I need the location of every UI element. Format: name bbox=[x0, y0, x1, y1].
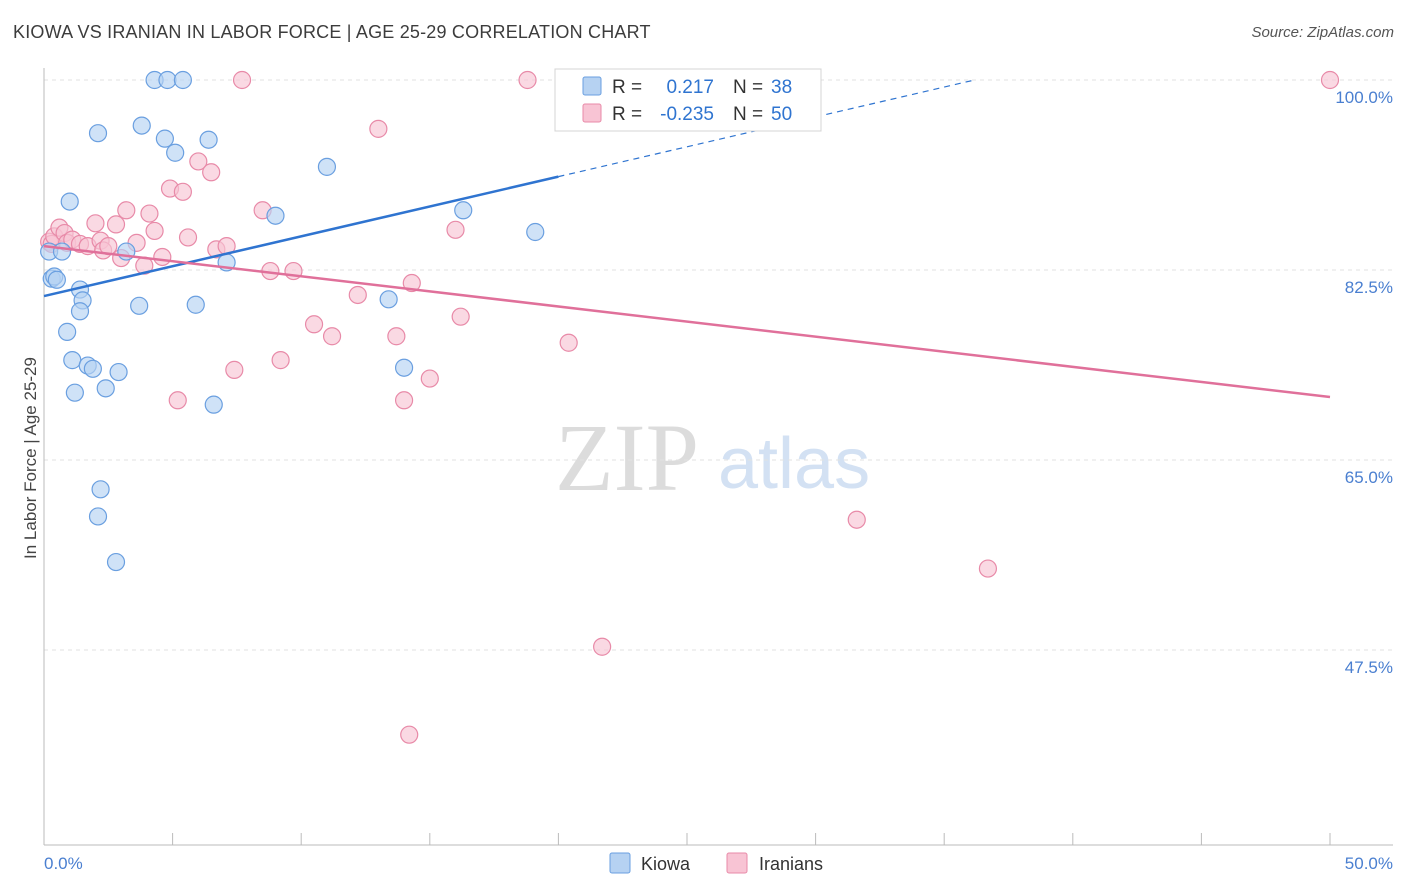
iranians-point-13 bbox=[106, 215, 126, 234]
kiowa-point-33 bbox=[317, 157, 337, 176]
kiowa-trendline-solid bbox=[43, 175, 559, 298]
iranians-point-40 bbox=[394, 391, 414, 410]
bottom-legend-label-kiowa: Kiowa bbox=[641, 854, 691, 874]
iranians-point-51 bbox=[400, 725, 419, 744]
kiowa-point-7 bbox=[63, 351, 82, 370]
iranians-point-47 bbox=[593, 637, 612, 656]
y-tick-label-0: 100.0% bbox=[1335, 88, 1393, 107]
iranians-point-20 bbox=[153, 247, 172, 267]
legend-swatch-kiowa bbox=[582, 76, 602, 96]
iranians-point-23 bbox=[178, 228, 198, 247]
kiowa-point-28 bbox=[186, 295, 205, 314]
kiowa-point-17 bbox=[96, 379, 115, 398]
legend-r-value-iranians: -0.235 bbox=[660, 104, 714, 125]
y-tick-label-2: 65.0% bbox=[1345, 468, 1393, 487]
kiowa-point-35 bbox=[394, 358, 414, 377]
y-axis-label: In Labor Force | Age 25-29 bbox=[21, 357, 40, 559]
kiowa-point-6 bbox=[60, 192, 79, 211]
kiowa-point-32 bbox=[266, 206, 285, 225]
series-kiowa-points bbox=[40, 70, 545, 572]
iranians-point-22 bbox=[173, 182, 192, 201]
kiowa-point-3 bbox=[47, 270, 66, 289]
watermark-atlas: atlas bbox=[718, 424, 870, 504]
kiowa-point-13 bbox=[83, 359, 102, 378]
legend-r-value-kiowa: 0.217 bbox=[666, 77, 714, 98]
iranians-point-28 bbox=[225, 360, 244, 379]
kiowa-point-36 bbox=[454, 201, 473, 220]
legend-swatch-iranians bbox=[582, 103, 602, 123]
kiowa-point-30 bbox=[204, 395, 223, 414]
kiowa-point-14 bbox=[88, 124, 108, 143]
kiowa-point-24 bbox=[158, 70, 177, 90]
kiowa-point-27 bbox=[173, 70, 192, 90]
series-iranians-points bbox=[40, 70, 1340, 744]
y-tick-labels: 100.0% 82.5% 65.0% 47.5% bbox=[1335, 88, 1393, 677]
iranians-point-41 bbox=[402, 273, 421, 293]
kiowa-point-29 bbox=[199, 130, 218, 149]
iranians-point-44 bbox=[451, 307, 470, 326]
legend-n-value-iranians: 50 bbox=[771, 104, 792, 125]
legend-r-label-iranians: R = bbox=[612, 104, 642, 125]
iranians-point-45 bbox=[518, 70, 537, 90]
iranians-point-48 bbox=[847, 510, 866, 529]
axes bbox=[43, 68, 1393, 846]
bottom-legend-swatch-kiowa bbox=[609, 852, 631, 874]
iranians-point-50 bbox=[1320, 70, 1340, 90]
kiowa-point-8 bbox=[65, 383, 84, 402]
kiowa-point-18 bbox=[106, 552, 126, 572]
kiowa-point-25 bbox=[155, 129, 174, 148]
iranians-point-25 bbox=[202, 163, 221, 182]
legend-r-label-kiowa: R = bbox=[612, 77, 642, 98]
iranians-point-38 bbox=[369, 119, 388, 138]
kiowa-point-15 bbox=[91, 480, 110, 499]
kiowa-point-19 bbox=[109, 362, 128, 382]
bottom-legend-swatch-iranians bbox=[726, 852, 748, 874]
x-tick-label-min: 0.0% bbox=[44, 854, 83, 873]
kiowa-point-21 bbox=[130, 296, 149, 315]
iranians-point-46 bbox=[559, 333, 578, 352]
iranians-point-39 bbox=[387, 327, 406, 346]
gridlines bbox=[44, 79, 1393, 651]
iranians-point-15 bbox=[117, 201, 136, 220]
kiowa-point-37 bbox=[526, 222, 545, 242]
bottom-legend: Kiowa Iranians bbox=[609, 852, 823, 874]
kiowa-point-4 bbox=[52, 242, 72, 261]
bottom-legend-label-iranians: Iranians bbox=[759, 854, 823, 874]
iranians-point-18 bbox=[140, 204, 159, 223]
y-tick-label-3: 47.5% bbox=[1345, 658, 1393, 677]
iranians-point-43 bbox=[446, 220, 465, 239]
x-tick-label-max: 50.0% bbox=[1345, 854, 1393, 873]
iranians-point-36 bbox=[322, 327, 342, 346]
chart-title: KIOWA VS IRANIAN IN LABOR FORCE | AGE 25… bbox=[13, 22, 651, 42]
iranians-point-42 bbox=[420, 369, 439, 388]
kiowa-point-34 bbox=[379, 290, 398, 309]
y-tick-label-1: 82.5% bbox=[1345, 278, 1393, 297]
source-label: Source: ZipAtlas.com bbox=[1251, 24, 1394, 41]
iranians-point-49 bbox=[978, 559, 998, 578]
kiowa-point-22 bbox=[132, 116, 151, 135]
iranians-point-19 bbox=[145, 221, 164, 241]
iranians-point-33 bbox=[271, 351, 290, 370]
iranians-trendline bbox=[43, 244, 1331, 399]
watermark-zip: ZIP bbox=[555, 404, 699, 511]
stats-legend: R = 0.217 N = 38 R = -0.235 N = 50 bbox=[554, 68, 822, 132]
kiowa-point-26 bbox=[166, 143, 185, 162]
legend-n-value-kiowa: 38 bbox=[771, 77, 792, 98]
iranians-point-30 bbox=[232, 70, 252, 90]
axis-ticks bbox=[43, 833, 1331, 845]
kiowa-point-16 bbox=[88, 507, 108, 526]
iranians-point-24 bbox=[189, 152, 208, 171]
iranians-point-29 bbox=[168, 391, 187, 410]
iranians-point-37 bbox=[348, 285, 367, 305]
legend-n-label-kiowa: N = bbox=[733, 77, 763, 98]
kiowa-point-11 bbox=[70, 302, 90, 321]
iranians-point-9 bbox=[86, 214, 105, 233]
legend-n-label-iranians: N = bbox=[733, 104, 763, 125]
kiowa-point-5 bbox=[58, 322, 77, 341]
iranians-point-35 bbox=[304, 315, 324, 334]
